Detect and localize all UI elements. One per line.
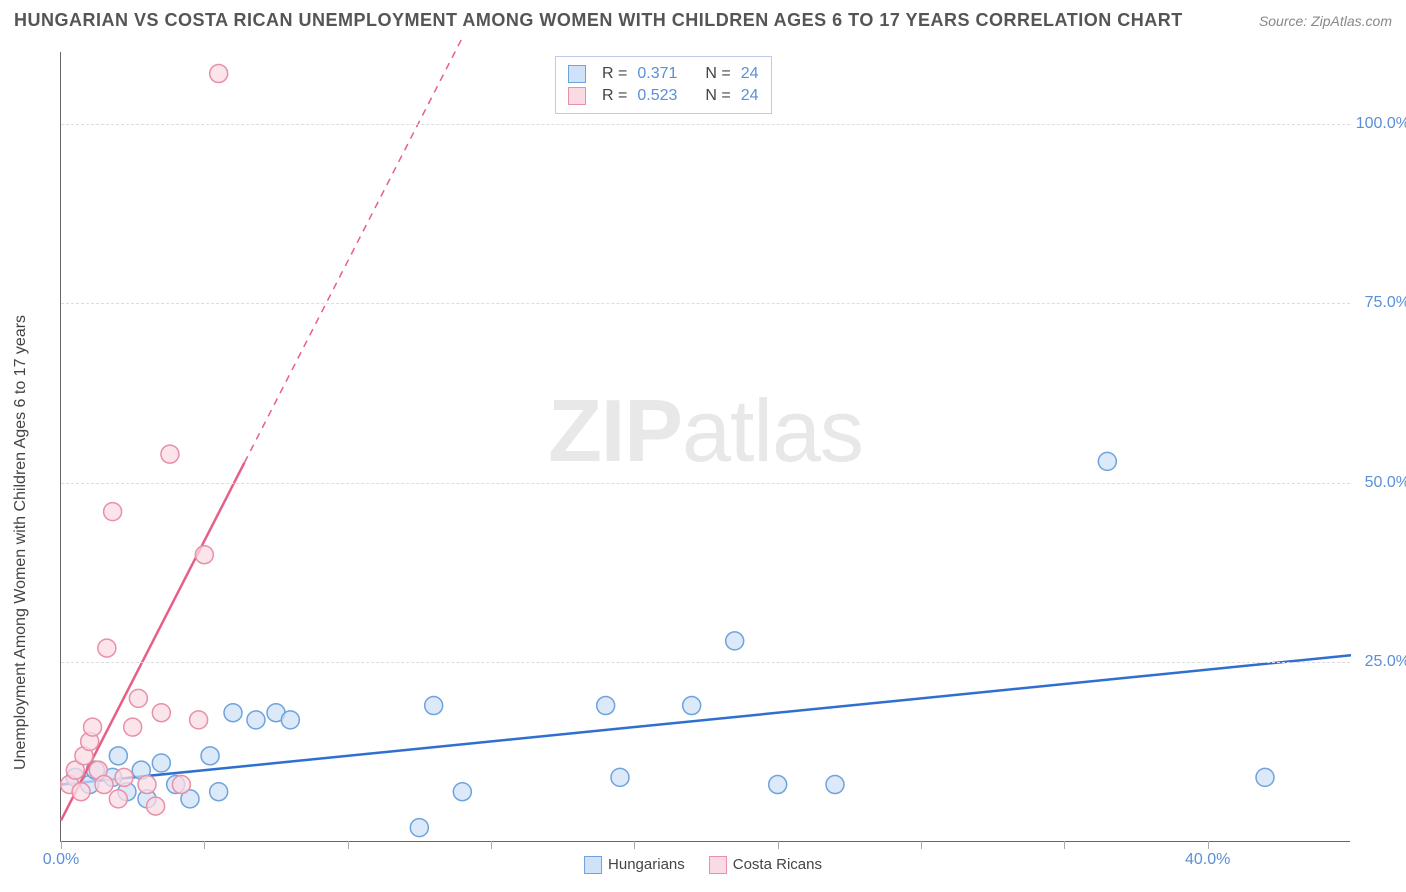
plot-svg bbox=[61, 52, 1350, 841]
data-point bbox=[115, 768, 133, 786]
n-label: N = bbox=[705, 65, 730, 83]
gridline-h bbox=[61, 124, 1350, 125]
data-point bbox=[210, 65, 228, 83]
data-point bbox=[95, 776, 113, 794]
data-point bbox=[129, 689, 147, 707]
data-point bbox=[1098, 452, 1116, 470]
x-tick bbox=[491, 841, 492, 849]
data-point bbox=[247, 711, 265, 729]
n-label: N = bbox=[705, 87, 730, 105]
data-point bbox=[597, 697, 615, 715]
legend-swatch bbox=[568, 87, 586, 105]
y-tick-label: 75.0% bbox=[1365, 294, 1406, 312]
legend-swatch bbox=[568, 65, 586, 83]
data-point bbox=[726, 632, 744, 650]
n-value: 24 bbox=[741, 65, 759, 83]
data-point bbox=[84, 718, 102, 736]
legend-swatch bbox=[584, 856, 602, 874]
y-tick-label: 50.0% bbox=[1365, 474, 1406, 492]
data-point bbox=[72, 783, 90, 801]
gridline-h bbox=[61, 483, 1350, 484]
data-point bbox=[195, 546, 213, 564]
legend-swatch bbox=[709, 856, 727, 874]
x-tick-label: 0.0% bbox=[43, 851, 79, 869]
legend-item: Hungarians bbox=[584, 856, 685, 874]
data-point bbox=[109, 790, 127, 808]
chart-title: HUNGARIAN VS COSTA RICAN UNEMPLOYMENT AM… bbox=[14, 10, 1183, 31]
x-tick bbox=[204, 841, 205, 849]
data-point bbox=[453, 783, 471, 801]
data-point bbox=[124, 718, 142, 736]
plot-area: ZIPatlas 25.0%50.0%75.0%100.0%0.0%40.0% bbox=[60, 52, 1350, 842]
data-point bbox=[826, 776, 844, 794]
data-point bbox=[611, 768, 629, 786]
r-label: R = bbox=[602, 65, 627, 83]
data-point bbox=[201, 747, 219, 765]
data-point bbox=[147, 797, 165, 815]
x-tick bbox=[348, 841, 349, 849]
y-tick-label: 25.0% bbox=[1365, 653, 1406, 671]
x-tick bbox=[778, 841, 779, 849]
data-point bbox=[190, 711, 208, 729]
x-tick bbox=[921, 841, 922, 849]
y-axis-label: Unemployment Among Women with Children A… bbox=[12, 315, 30, 770]
data-point bbox=[769, 776, 787, 794]
source-text: Source: ZipAtlas.com bbox=[1259, 13, 1392, 29]
data-point bbox=[224, 704, 242, 722]
data-point bbox=[410, 819, 428, 837]
data-point bbox=[683, 697, 701, 715]
data-point bbox=[152, 754, 170, 772]
data-point bbox=[172, 776, 190, 794]
correlation-legend: R = 0.371 N = 24 R = 0.523 N = 24 bbox=[555, 56, 772, 114]
data-point bbox=[152, 704, 170, 722]
x-tick-label: 40.0% bbox=[1185, 851, 1230, 869]
title-bar: HUNGARIAN VS COSTA RICAN UNEMPLOYMENT AM… bbox=[14, 10, 1392, 31]
regression-line-dashed bbox=[244, 38, 462, 463]
data-point bbox=[425, 697, 443, 715]
gridline-h bbox=[61, 662, 1350, 663]
x-tick bbox=[634, 841, 635, 849]
r-value: 0.371 bbox=[637, 65, 677, 83]
legend-row: R = 0.523 N = 24 bbox=[568, 85, 759, 107]
r-value: 0.523 bbox=[637, 87, 677, 105]
legend-label: Costa Ricans bbox=[733, 856, 822, 873]
gridline-h bbox=[61, 303, 1350, 304]
data-point bbox=[109, 747, 127, 765]
data-point bbox=[138, 776, 156, 794]
data-point bbox=[161, 445, 179, 463]
x-tick bbox=[61, 841, 62, 849]
data-point bbox=[1256, 768, 1274, 786]
x-tick bbox=[1064, 841, 1065, 849]
data-point bbox=[104, 503, 122, 521]
data-point bbox=[281, 711, 299, 729]
data-point bbox=[210, 783, 228, 801]
series-legend: Hungarians Costa Ricans bbox=[584, 856, 822, 874]
r-label: R = bbox=[602, 87, 627, 105]
legend-item: Costa Ricans bbox=[709, 856, 822, 874]
legend-label: Hungarians bbox=[608, 856, 685, 873]
data-point bbox=[98, 639, 116, 657]
legend-row: R = 0.371 N = 24 bbox=[568, 63, 759, 85]
y-tick-label: 100.0% bbox=[1356, 115, 1406, 133]
n-value: 24 bbox=[741, 87, 759, 105]
x-tick bbox=[1208, 841, 1209, 849]
